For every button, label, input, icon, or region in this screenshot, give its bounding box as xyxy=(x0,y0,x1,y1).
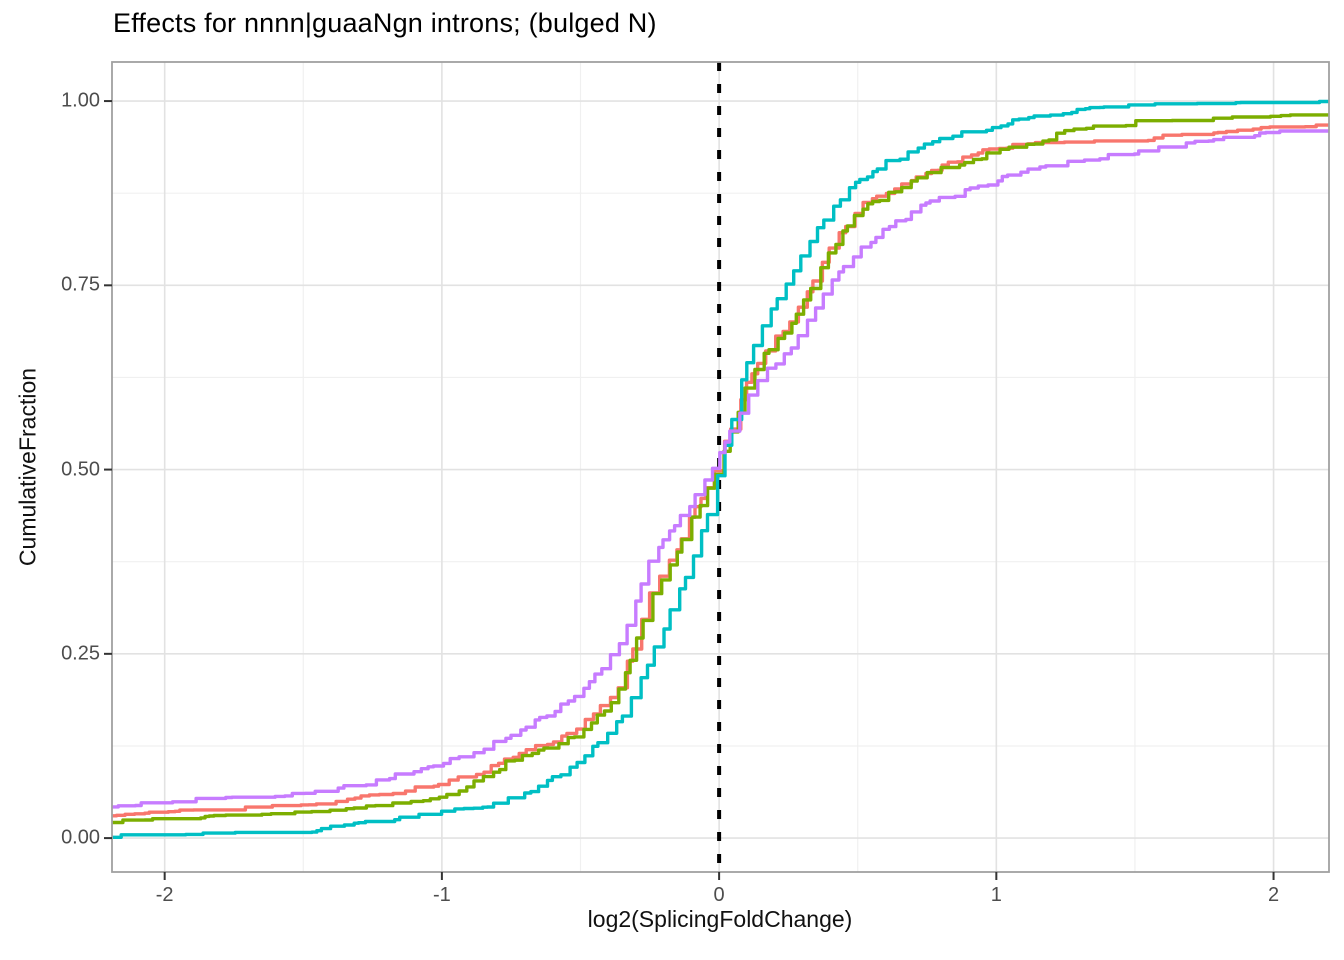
x-tick-label: 1 xyxy=(990,884,1002,906)
y-tick-label: 0.25 xyxy=(61,642,100,665)
y-tick-label: 0.00 xyxy=(61,826,100,849)
chart-title: Effects for nnnn|guaaNgn introns; (bulge… xyxy=(113,8,657,38)
curves-group xyxy=(112,99,1329,839)
y-tick-label: 0.75 xyxy=(61,273,100,296)
x-tick-label: -2 xyxy=(155,884,174,906)
teal-curve xyxy=(112,99,1329,839)
x-tick-label: 2 xyxy=(1267,884,1280,906)
x-tick-label: -1 xyxy=(432,884,451,906)
purple-curve xyxy=(112,129,1329,809)
x-tick-label: 0 xyxy=(713,884,725,906)
panel-border xyxy=(111,61,1330,873)
green-curve xyxy=(112,113,1329,825)
y-tick-label: 0.50 xyxy=(61,458,100,481)
x-axis-title: log2(SplicingFoldChange) xyxy=(587,906,853,932)
y-tick-label: 1.00 xyxy=(61,89,100,112)
